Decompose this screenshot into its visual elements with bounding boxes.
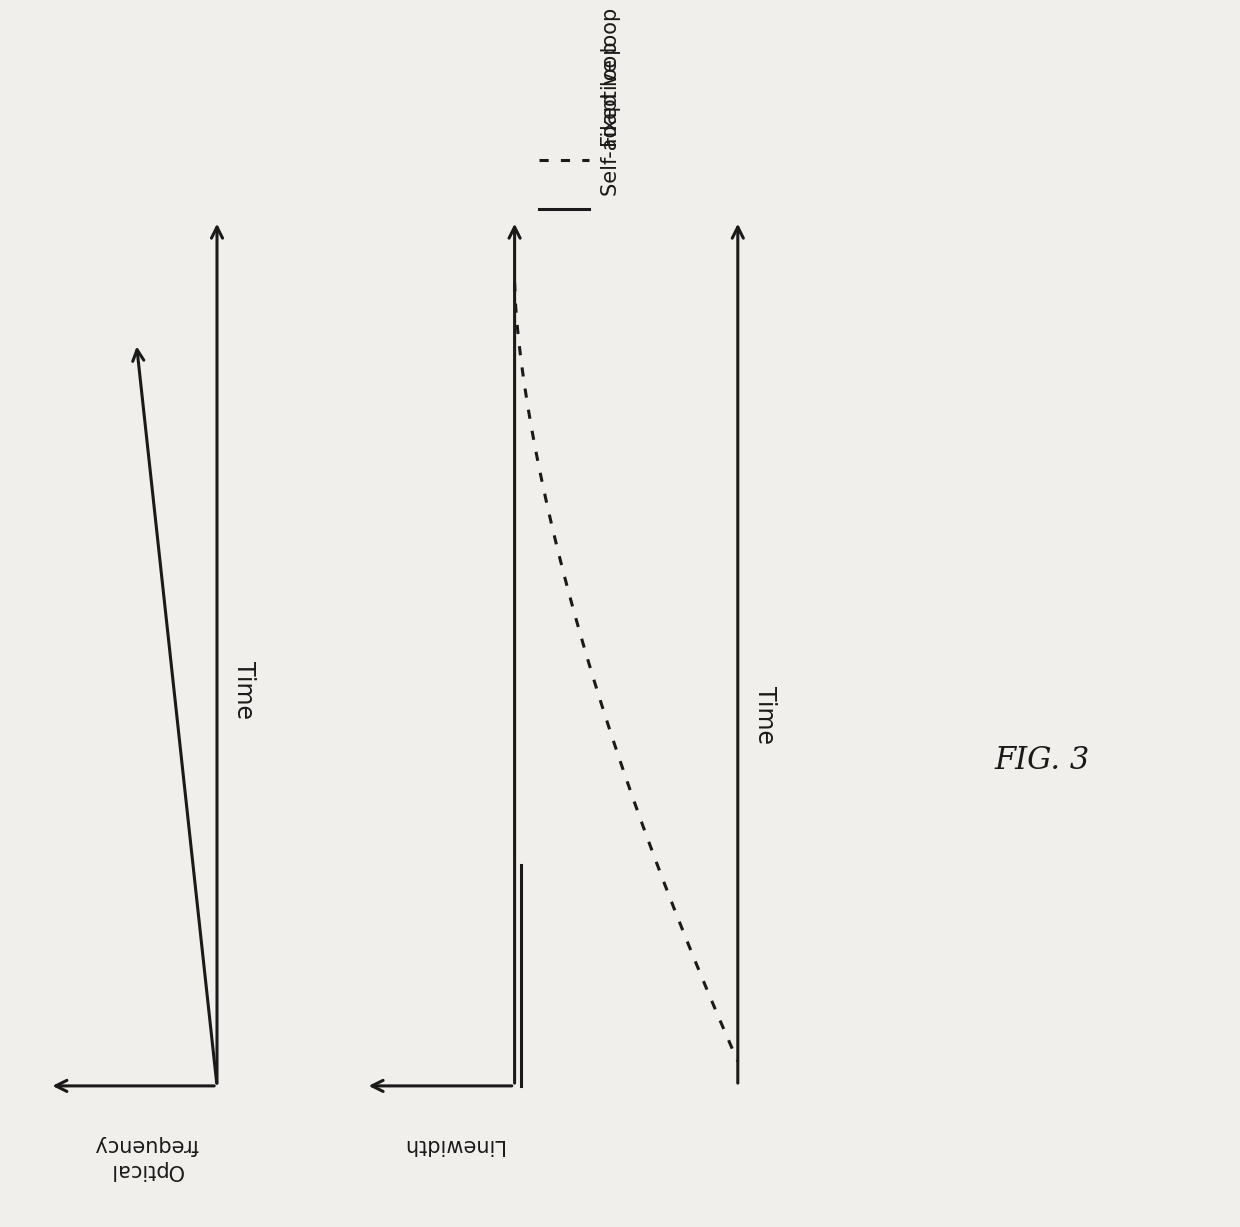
Text: FIG. 3: FIG. 3 [994,745,1089,777]
Text: Self-adaptive loop: Self-adaptive loop [601,9,621,196]
Text: Optical
frequency: Optical frequency [93,1135,198,1180]
Text: Time: Time [232,661,257,719]
Text: Fixed loop: Fixed loop [601,42,621,147]
Text: Linewidth: Linewidth [402,1135,503,1155]
Text: Time: Time [753,686,777,744]
